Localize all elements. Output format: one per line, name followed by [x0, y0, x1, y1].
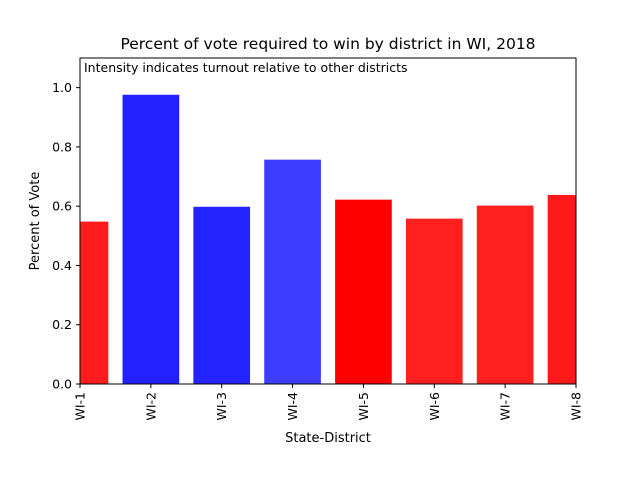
x-axis: WI-1 WI-2 WI-3 WI-4 WI-5 WI-6 WI-7 WI-8 — [73, 384, 584, 421]
x-tick-label: WI-4 — [285, 392, 300, 421]
x-axis-label: State-District — [285, 431, 371, 446]
x-tick-label: WI-5 — [356, 392, 371, 421]
bar-wi-2 — [122, 94, 180, 384]
bar-wi-7 — [476, 205, 534, 384]
y-axis: 0.0 0.2 0.4 0.6 0.8 1.0 — [52, 80, 80, 392]
x-tick-label: WI-1 — [73, 392, 88, 421]
y-tick-label: 0.8 — [52, 139, 72, 154]
chart-annotation: Intensity indicates turnout relative to … — [84, 60, 408, 75]
y-tick-label: 0.4 — [52, 258, 72, 273]
x-tick-label: WI-3 — [214, 392, 229, 421]
x-tick-label: WI-8 — [569, 392, 584, 421]
x-tick-label: WI-2 — [143, 392, 158, 421]
y-tick-label: 0.2 — [52, 317, 72, 332]
bar-wi-1 — [80, 221, 109, 384]
plot-frame — [79, 57, 577, 385]
y-tick-label: 1.0 — [52, 80, 72, 95]
bar-wi-8 — [547, 194, 576, 384]
y-tick-label: 0.0 — [52, 377, 72, 392]
bar-wi-3 — [193, 206, 251, 384]
bars-group — [80, 94, 576, 384]
x-tick-label: WI-7 — [498, 392, 513, 421]
chart-title: Percent of vote required to win by distr… — [120, 35, 535, 53]
y-tick-label: 0.6 — [52, 199, 72, 214]
bar-wi-4 — [264, 159, 321, 384]
x-tick-label: WI-6 — [427, 392, 442, 421]
y-axis-label: Percent of Vote — [28, 172, 43, 271]
bar-wi-6 — [405, 218, 463, 384]
bar-wi-5 — [335, 199, 392, 384]
